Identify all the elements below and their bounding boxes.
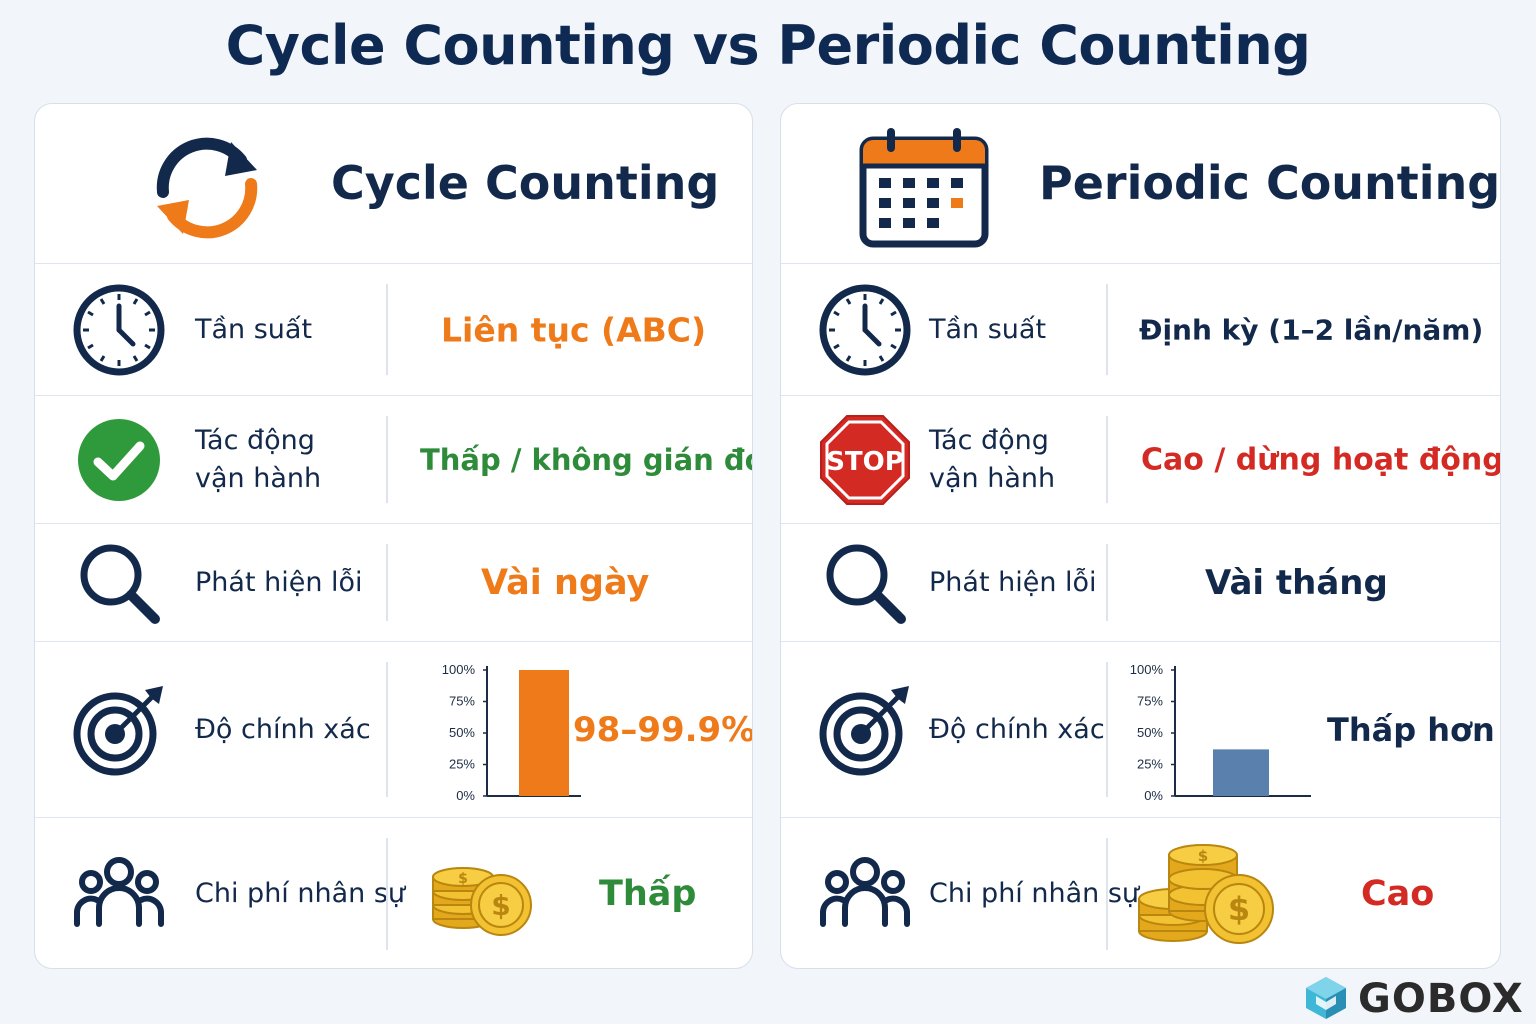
divider	[386, 544, 388, 621]
row-value: Thấp	[599, 874, 697, 914]
coins-small-icon: $ $	[432, 867, 532, 936]
row-label: Độ chính xác	[929, 713, 1105, 745]
y-tick-label: 75%	[1137, 694, 1163, 709]
panel-header: Cycle Counting	[35, 104, 752, 264]
row-error-detection: Phát hiện lỗi Vài ngày	[35, 524, 752, 642]
row-frequency: Tần suất Liên tục (ABC)	[35, 264, 752, 396]
y-tick-label: 100%	[442, 662, 476, 677]
page-title: Cycle Counting vs Periodic Counting	[225, 14, 1311, 77]
y-tick-label: 50%	[449, 725, 475, 740]
clock-icon	[819, 284, 911, 375]
y-tick-label: 25%	[1137, 757, 1163, 772]
y-tick-label: 0%	[1144, 788, 1163, 802]
divider	[1106, 416, 1108, 503]
row-value: Thấp / không gián đoạn	[420, 442, 752, 477]
row-operational-impact: STOP Tác động vận hành Cao / dừng hoạt đ…	[781, 396, 1500, 524]
svg-text:$: $	[491, 889, 510, 922]
row-accuracy: Độ chính xác 0% 25% 50% 75% 100% Thấp hơn	[781, 642, 1500, 818]
row-labor-cost: Chi phí nhân sự $ $ Cao	[781, 818, 1500, 968]
y-tick-label: 50%	[1137, 725, 1163, 740]
brand-name: GOBOX	[1358, 976, 1524, 1022]
row-labor-cost: Chi phí nhân sự $ $ Thấp	[35, 818, 752, 968]
row-label: Tần suất	[929, 313, 1047, 345]
row-label: Tần suất	[195, 313, 313, 345]
row-value: Liên tục (ABC)	[441, 310, 707, 349]
people-icon	[820, 857, 910, 927]
magnifier-icon	[80, 544, 160, 624]
row-value: Vài ngày	[481, 562, 650, 603]
divider	[386, 838, 388, 950]
panel-title: Cycle Counting	[331, 156, 720, 210]
periodic-counting-panel: Periodic Counting Tần suất Định kỳ (1–2 …	[780, 103, 1501, 969]
divider	[1106, 838, 1108, 950]
row-label: Tác động vận hành	[195, 422, 321, 498]
row-label: Phát hiện lỗi	[195, 566, 363, 598]
row-label-line: vận hành	[929, 462, 1056, 494]
divider	[386, 416, 388, 503]
accuracy-chart: 0% 25% 50% 75% 100%	[442, 662, 581, 802]
magnifier-icon	[826, 544, 906, 624]
cycle-counting-panel: Cycle Counting Tần suất Liên tục (ABC)	[34, 103, 753, 969]
stop-sign-icon: STOP	[820, 414, 910, 505]
row-value: Cao / dừng hoạt động	[1141, 442, 1501, 477]
row-label-line: Tác động	[195, 424, 315, 456]
row-label: Độ chính xác	[195, 713, 371, 745]
divider	[386, 662, 388, 797]
row-value: Định kỳ (1–2 lần/năm)	[1139, 313, 1484, 346]
coins-large-icon: $ $	[1138, 844, 1274, 944]
row-error-detection: Phát hiện lỗi Vài tháng	[781, 524, 1500, 642]
target-icon	[73, 685, 163, 775]
row-value: Vài tháng	[1205, 562, 1388, 603]
row-label-line: vận hành	[195, 462, 322, 494]
cycle-arrows-icon	[156, 137, 258, 239]
check-circle-icon	[78, 418, 160, 501]
y-tick-label: 100%	[1130, 662, 1164, 677]
panel-header: Periodic Counting	[781, 104, 1500, 264]
svg-text:$: $	[1228, 890, 1250, 928]
y-tick-label: 0%	[456, 788, 475, 802]
divider	[1106, 284, 1108, 375]
divider	[386, 284, 388, 375]
panel-title: Periodic Counting	[1039, 156, 1501, 210]
calendar-icon	[859, 128, 989, 248]
row-frequency: Tần suất Định kỳ (1–2 lần/năm)	[781, 264, 1500, 396]
target-icon	[819, 685, 909, 775]
accuracy-bar	[519, 670, 569, 796]
svg-text:$: $	[458, 871, 468, 887]
svg-text:$: $	[1198, 847, 1208, 865]
y-tick-label: 75%	[449, 694, 475, 709]
clock-icon	[73, 284, 165, 375]
people-icon	[74, 857, 164, 927]
y-tick-label: 25%	[449, 757, 475, 772]
accuracy-bar	[1213, 749, 1269, 796]
accuracy-chart: 0% 25% 50% 75% 100%	[1130, 662, 1311, 802]
row-operational-impact: Tác động vận hành Thấp / không gián đoạn	[35, 396, 752, 524]
row-value: Cao	[1361, 874, 1435, 914]
brand-logo: GOBOX	[1302, 974, 1532, 1022]
gobox-logo-icon	[1306, 977, 1346, 1019]
row-label: Chi phí nhân sự	[195, 878, 406, 909]
row-value: Thấp hơn	[1327, 710, 1495, 749]
row-value: 98–99.9%	[573, 709, 753, 750]
stop-sign-text: STOP	[826, 447, 904, 477]
row-label: Chi phí nhân sự	[929, 878, 1140, 909]
divider	[1106, 544, 1108, 621]
row-label: Tác động vận hành	[929, 422, 1055, 498]
row-label: Phát hiện lỗi	[929, 566, 1097, 598]
divider	[1106, 662, 1108, 797]
row-label-line: Tác động	[929, 424, 1049, 456]
row-accuracy: Độ chính xác 0% 25% 50% 75% 100% 98–99.9%	[35, 642, 752, 818]
